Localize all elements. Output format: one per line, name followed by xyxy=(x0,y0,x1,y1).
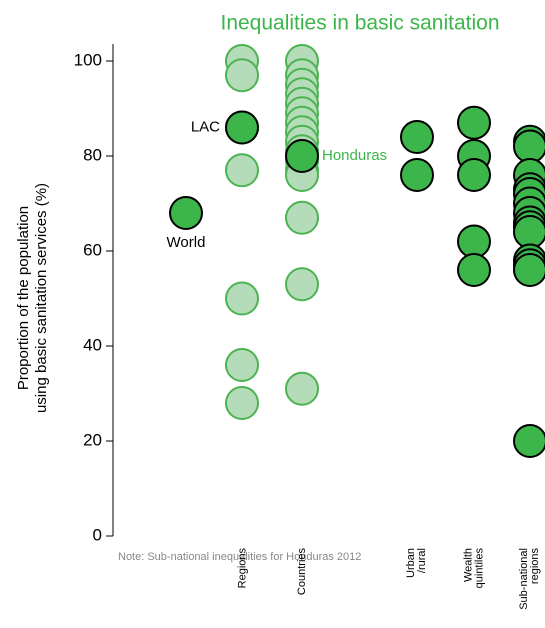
strong-point xyxy=(457,224,491,259)
faded-point xyxy=(225,386,259,420)
y-axis-label: Proportion of the population xyxy=(15,206,32,390)
strong-point xyxy=(513,424,545,458)
strong-point xyxy=(513,253,545,287)
strong-point xyxy=(457,158,491,192)
strong-point xyxy=(400,158,434,192)
chart-title: Inequalities in basic sanitation xyxy=(220,12,499,35)
faded-point xyxy=(225,153,259,188)
annotation: LAC xyxy=(191,118,220,135)
strong-point xyxy=(513,129,545,164)
y-tick-label: 0 xyxy=(93,525,102,544)
y-tick-label: 80 xyxy=(83,145,102,164)
strong-point xyxy=(225,110,259,145)
strong-point xyxy=(285,139,319,173)
faded-point xyxy=(285,200,319,235)
x-tick-label: Wealth quintiles xyxy=(462,548,486,589)
annotation: Honduras xyxy=(322,147,387,164)
faded-point xyxy=(285,267,319,302)
faded-point xyxy=(225,348,259,382)
strong-point xyxy=(169,196,203,230)
faded-point xyxy=(225,58,259,93)
y-tick-label: 20 xyxy=(83,430,102,449)
x-tick-label: Urban /rural xyxy=(404,548,428,578)
y-axis-label: using basic sanitation services (%) xyxy=(33,183,50,413)
faded-point xyxy=(225,281,259,316)
strong-point xyxy=(400,120,434,154)
y-tick-label: 40 xyxy=(83,335,102,354)
x-tick-label: Regions xyxy=(235,548,248,589)
strong-point xyxy=(457,253,491,287)
x-tick-label: Countries xyxy=(295,548,308,596)
note: Note: Sub-national inequalities for Hond… xyxy=(118,551,361,563)
faded-point xyxy=(285,371,319,406)
annotation: World xyxy=(167,234,206,251)
y-tick-label: 60 xyxy=(83,240,102,259)
strong-point xyxy=(513,215,545,249)
y-tick-label: 100 xyxy=(74,50,102,69)
x-tick-label: Sub-national regions xyxy=(517,548,541,610)
strong-point xyxy=(457,105,491,140)
